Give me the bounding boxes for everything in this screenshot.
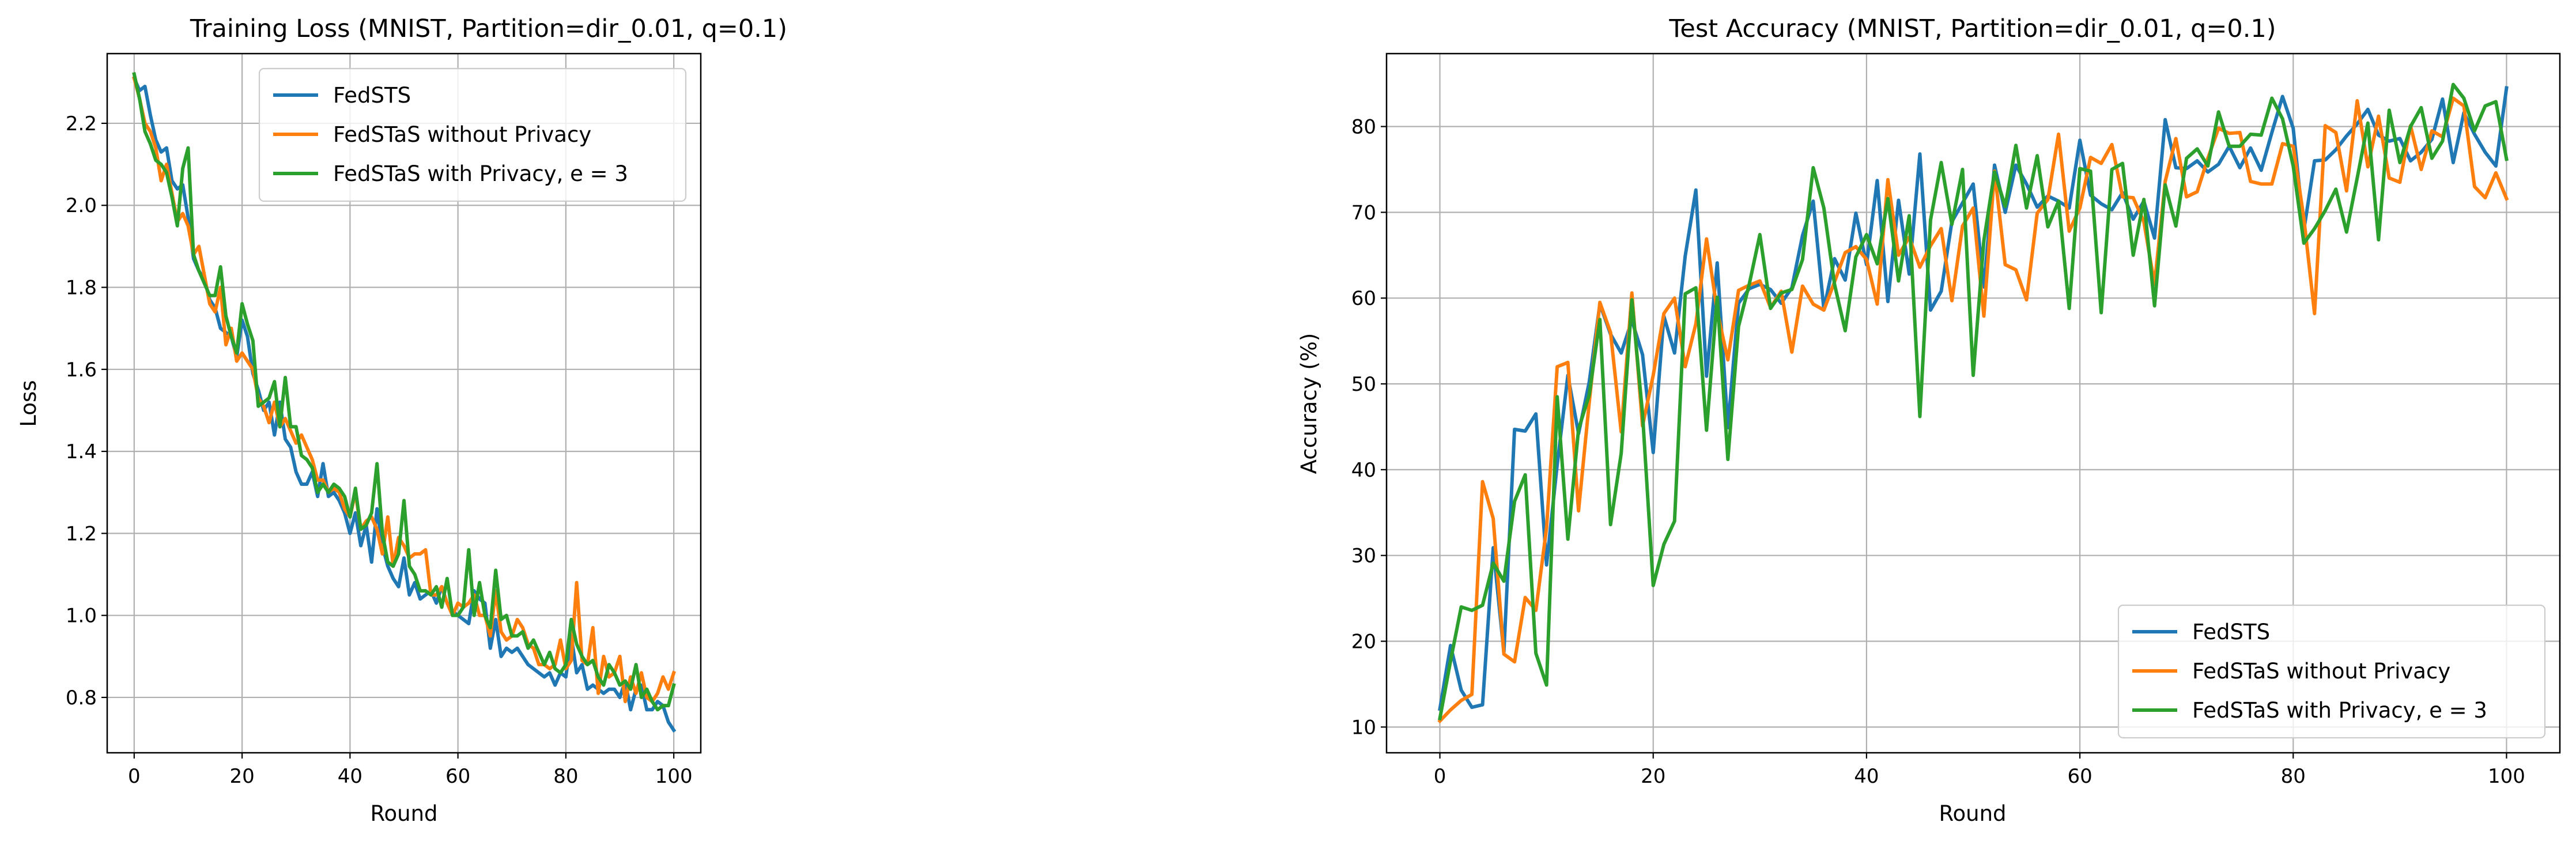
chart-test-accuracy: Test Accuracy (MNIST, Partition=dir_0.01…	[1297, 14, 2561, 826]
y-tick-label: 2.0	[66, 194, 97, 217]
x-tick-label: 20	[229, 765, 254, 788]
y-tick-label: 30	[1351, 545, 1376, 568]
y-tick-label: 1.4	[66, 440, 97, 463]
legend: FedSTS FedSTaS without Privacy FedSTaS wit…	[2117, 604, 2546, 739]
plot-frame	[1385, 52, 2561, 754]
y-tick-label: 1.8	[66, 277, 97, 300]
series-line-fedstas-with-privacy-e-3	[132, 71, 676, 712]
legend-frame	[2117, 604, 2546, 739]
x-tick-label: 40	[338, 765, 362, 788]
x-tick-label: 80	[2281, 765, 2306, 788]
legend: FedSTS FedSTaS without Privacy FedSTaS wit…	[258, 67, 687, 202]
chart-training-loss: Training Loss (MNIST, Partition=dir_0.01…	[16, 14, 787, 826]
series-line-fedstas-without-privacy	[1437, 96, 2509, 724]
y-tick-label: 1.2	[66, 522, 97, 545]
x-axis-label: Round	[1939, 801, 2006, 826]
x-tick-label: 100	[655, 765, 693, 788]
y-tick-label: 10	[1351, 716, 1376, 739]
y-tick-label: 60	[1351, 287, 1376, 310]
y-tick-label: 1.6	[66, 359, 97, 382]
x-tick-label: 20	[1641, 765, 1665, 788]
y-tick-label: 0.8	[66, 686, 97, 710]
x-tick-label: 60	[2067, 765, 2092, 788]
y-tick-label: 80	[1351, 116, 1376, 139]
x-tick-label: 100	[2488, 765, 2525, 788]
x-tick-label: 40	[1854, 765, 1879, 788]
chart-title: Training Loss (MNIST, Partition=dir_0.01…	[190, 14, 787, 43]
y-tick-label: 50	[1351, 373, 1376, 396]
legend-label-fedstas-with-privacy-e-3: FedSTaS with Privacy, e = 3	[2192, 698, 2487, 723]
x-axis-label: Round	[370, 801, 437, 826]
tick-marks: 0 20 40 60 80 100 10 20 30 40 50 60 70 80	[1351, 116, 2525, 788]
legend-label-fedstas-with-privacy-e-3: FedSTaS with Privacy, e = 3	[333, 161, 628, 186]
y-axis-label: Accuracy (%)	[1297, 333, 1321, 474]
legend-label-fedsts: FedSTS	[333, 83, 411, 108]
chart-title: Test Accuracy (MNIST, Partition=dir_0.01…	[1668, 14, 2276, 43]
y-tick-label: 40	[1351, 459, 1376, 482]
y-tick-label: 2.2	[66, 112, 97, 135]
tick-marks: 0 20 40 60 80 100 0.8 1.0 1.2 1.4 1.6 1.8 2.0 2.2	[66, 112, 693, 788]
series-lines	[1437, 82, 2509, 724]
legend-label-fedsts: FedSTS	[2192, 620, 2270, 644]
y-axis-label: Loss	[16, 380, 41, 427]
x-tick-label: 0	[128, 765, 141, 788]
y-tick-label: 20	[1351, 631, 1376, 654]
series-line-fedstas-with-privacy-e-3	[1438, 82, 2509, 720]
legend-frame	[258, 67, 687, 202]
series-lines	[131, 71, 677, 733]
legend-label-fedstas-without-privacy: FedSTaS without Privacy	[2192, 659, 2450, 684]
y-tick-label: 1.0	[66, 605, 97, 628]
plot-frame	[106, 52, 702, 754]
x-tick-label: 80	[553, 765, 578, 788]
series-line-fedsts	[1438, 86, 2509, 711]
y-tick-label: 70	[1351, 201, 1376, 224]
legend-label-fedstas-without-privacy: FedSTaS without Privacy	[333, 122, 591, 147]
x-tick-label: 60	[445, 765, 470, 788]
x-tick-label: 0	[1434, 765, 1446, 788]
